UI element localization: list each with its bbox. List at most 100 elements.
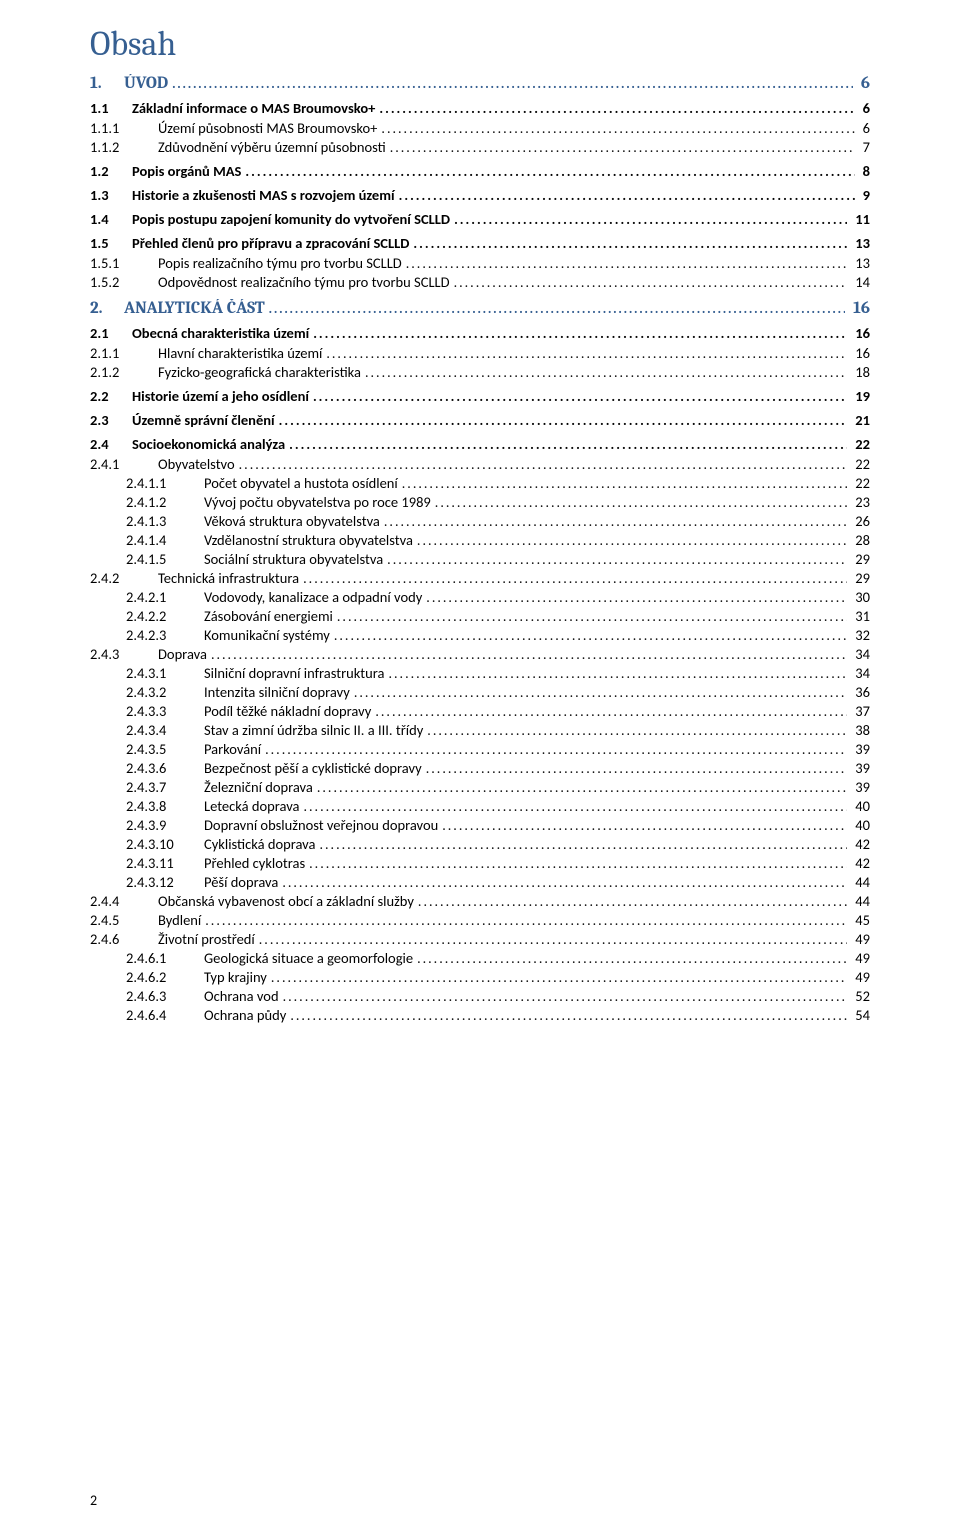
toc-entry-text: Občanská vybavenost obcí a základní služ… (158, 892, 414, 910)
toc-entry-page: 6 (857, 74, 870, 93)
toc-entry-page: 22 (851, 435, 870, 453)
toc-entry-text: Historie území a jeho osídlení (132, 387, 309, 405)
toc-entry-page: 54 (851, 1006, 870, 1024)
toc-entry-page: 7 (859, 138, 870, 156)
toc-entry: 1.1.2Zdůvodnění výběru územní působnosti… (90, 138, 870, 156)
toc-entry: 2.4.6.4Ochrana půdy54 (90, 1006, 870, 1024)
toc-entry-number: 2.4.3.3 (126, 702, 204, 720)
toc-entry: 1.1.1Území působnosti MAS Broumovsko+6 (90, 119, 870, 137)
toc-entry-page: 36 (851, 683, 870, 701)
toc-entry: 2.1Obecná charakteristika území16 (90, 324, 870, 342)
toc-entry-text: Doprava (158, 645, 207, 663)
toc-entry-text: ÚVOD (124, 74, 168, 93)
toc-entry-text: Technická infrastruktura (158, 569, 299, 587)
toc-leader-dots (317, 779, 847, 796)
toc-entry-number: 2.4.5 (90, 911, 158, 929)
toc-leader-dots (289, 436, 847, 453)
toc-entry: 2.4.3.11Přehled cyklotras42 (90, 854, 870, 872)
toc-entry: 2.4.6.1Geologická situace a geomorfologi… (90, 949, 870, 967)
toc-leader-dots (426, 589, 847, 606)
toc-entry-number: 2.4.2.2 (126, 607, 204, 625)
toc-entry-number: 2.4.3.4 (126, 721, 204, 739)
toc-entry: 1.3Historie a zkušenosti MAS s rozvojem … (90, 186, 870, 204)
toc-entry-text: Přehled cyklotras (204, 854, 305, 872)
toc-entry-page: 49 (851, 949, 870, 967)
toc-entry-number: 2.1.2 (90, 363, 158, 381)
toc-leader-dots (313, 388, 847, 405)
toc-leader-dots (259, 931, 848, 948)
toc-entry-page: 49 (851, 930, 870, 948)
toc-entry: 2.1.1Hlavní charakteristika území16 (90, 344, 870, 362)
toc-entry: 2.4Socioekonomická analýza22 (90, 435, 870, 453)
toc-entry-text: Stav a zimní údržba silnic II. a III. tř… (204, 721, 423, 739)
toc-entry-text: Odpovědnost realizačního týmu pro tvorbu… (158, 273, 450, 291)
toc-entry-page: 39 (851, 778, 870, 796)
toc-entry-number: 2.1.1 (90, 344, 158, 362)
toc-entry: 2.4.2.1Vodovody, kanalizace a odpadní vo… (90, 588, 870, 606)
toc-leader-dots (309, 855, 847, 872)
toc-entry-text: Parkování (204, 740, 261, 758)
toc-entry-page: 6 (859, 99, 870, 117)
toc-entry: 1.5.1Popis realizačního týmu pro tvorbu … (90, 254, 870, 272)
toc-entry-number: 1.1.1 (90, 119, 158, 137)
toc-entry: 2.4.1Obyvatelstvo22 (90, 455, 870, 473)
toc-entry-page: 31 (851, 607, 870, 625)
toc-entry-number: 2.4.1.3 (126, 512, 204, 530)
toc-entry: 1.1Základní informace o MAS Broumovsko+ 6 (90, 99, 870, 117)
toc-entry: 2.4.3.8Letecká doprava40 (90, 797, 870, 815)
toc-entry-number: 2.4.6.3 (126, 987, 204, 1005)
toc-leader-dots (269, 300, 845, 317)
toc-leader-dots (399, 187, 855, 204)
toc-entry: 2.4.4Občanská vybavenost obcí a základní… (90, 892, 870, 910)
toc-leader-dots (442, 817, 847, 834)
toc-entry-text: Železniční doprava (204, 778, 313, 796)
toc-entry: 1.2Popis orgánů MAS8 (90, 162, 870, 180)
toc-leader-dots (388, 665, 847, 682)
toc-leader-dots (282, 874, 847, 891)
toc-entry-text: Životní prostředí (158, 930, 255, 948)
toc-entry-page: 29 (851, 550, 870, 568)
toc-entry-page: 6 (859, 119, 870, 137)
toc-entry-number: 1.5.1 (90, 254, 158, 272)
toc-entry-page: 13 (851, 254, 870, 272)
toc-leader-dots (427, 722, 847, 739)
toc-leader-dots (211, 646, 847, 663)
toc-entry-page: 30 (851, 588, 870, 606)
toc-entry: 2.4.1.4Vzdělanostní struktura obyvatelst… (90, 531, 870, 549)
toc-entry-text: Typ krajiny (204, 968, 267, 986)
toc-container: 1.ÚVOD61.1Základní informace o MAS Broum… (90, 74, 870, 1024)
toc-leader-dots (303, 798, 847, 815)
toc-entry-number: 2.4.3.11 (126, 854, 204, 872)
toc-entry: 2.4.1.3Věková struktura obyvatelstva26 (90, 512, 870, 530)
toc-entry-text: Obecná charakteristika území (132, 324, 309, 342)
toc-entry-number: 2.4.3.10 (126, 835, 204, 853)
toc-entry-text: Letecká doprava (204, 797, 299, 815)
toc-entry: 2.4.3Doprava34 (90, 645, 870, 663)
toc-entry: 2.4.1.5Sociální struktura obyvatelstva29 (90, 550, 870, 568)
toc-entry-text: Ochrana vod (204, 987, 279, 1005)
toc-entry-page: 34 (851, 645, 870, 663)
toc-entry-page: 29 (851, 569, 870, 587)
toc-entry-number: 2.4.1.2 (126, 493, 204, 511)
toc-entry-page: 40 (851, 816, 870, 834)
toc-entry: 2.4.6.2Typ krajiny49 (90, 968, 870, 986)
toc-leader-dots (245, 163, 854, 180)
toc-entry-text: Obyvatelstvo (158, 455, 235, 473)
toc-entry-page: 37 (851, 702, 870, 720)
toc-entry: 2.4.2.2Zásobování energiemi31 (90, 607, 870, 625)
toc-leader-dots (417, 532, 847, 549)
toc-entry: 2.4.3.12Pěší doprava44 (90, 873, 870, 891)
toc-entry-number: 2.4.4 (90, 892, 158, 910)
toc-entry-text: Základní informace o MAS Broumovsko+ (132, 99, 375, 117)
toc-entry-text: Socioekonomická analýza (132, 435, 285, 453)
toc-entry: 2.2Historie území a jeho osídlení19 (90, 387, 870, 405)
toc-entry-page: 26 (851, 512, 870, 530)
toc-leader-dots (406, 255, 848, 272)
toc-leader-dots (326, 345, 847, 362)
toc-leader-dots (454, 274, 848, 291)
toc-leader-dots (239, 456, 848, 473)
toc-entry-page: 16 (851, 324, 870, 342)
toc-entry-number: 1.1 (90, 99, 132, 117)
toc-leader-dots (379, 100, 854, 117)
toc-entry-number: 2.4.2.1 (126, 588, 204, 606)
